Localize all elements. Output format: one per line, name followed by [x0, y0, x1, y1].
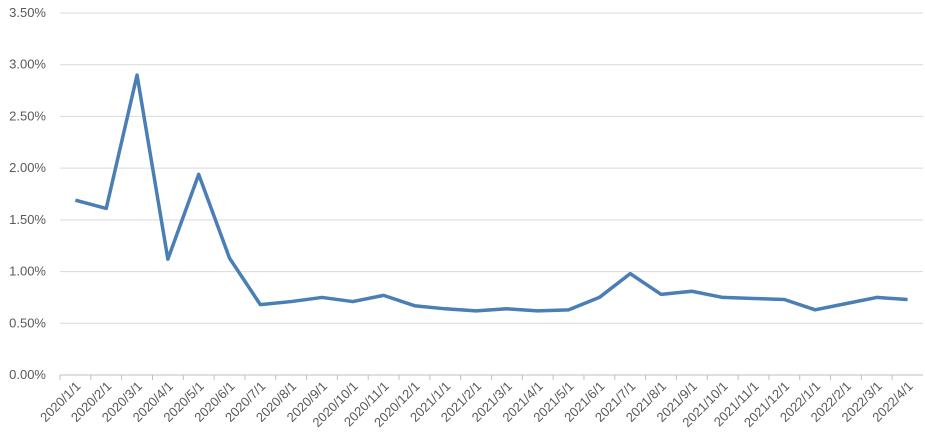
y-tick-label: 3.50% [9, 5, 46, 20]
y-tick-label: 2.00% [9, 160, 46, 175]
y-tick-label: 1.00% [9, 264, 46, 279]
y-tick-label: 1.50% [9, 212, 46, 227]
y-tick-label: 3.00% [9, 57, 46, 72]
y-tick-label: 0.50% [9, 315, 46, 330]
y-tick-label: 2.50% [9, 108, 46, 123]
data-line [74, 73, 908, 313]
y-tick-label: 0.00% [9, 367, 46, 382]
